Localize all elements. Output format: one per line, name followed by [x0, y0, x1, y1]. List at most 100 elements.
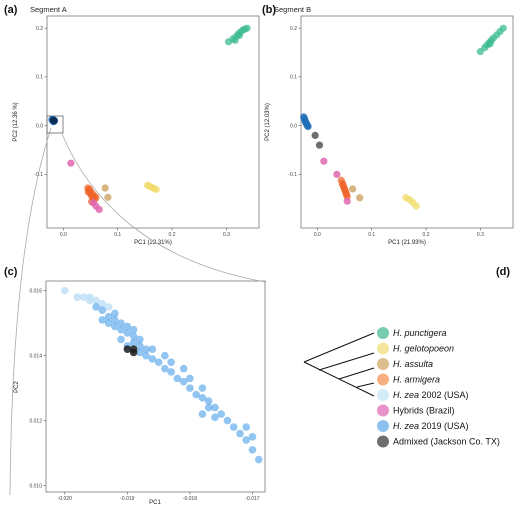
point-h-zea-2019-usa [136, 335, 144, 344]
panel-b-scatter: 0.0 0.1 0.2 0.3 -0.1 0.0 0.1 0.2 [288, 24, 507, 238]
point-admixed-jackson-co-tx [315, 141, 324, 149]
legend-swatch [377, 327, 389, 339]
point-h-zea-2002-usa [60, 286, 69, 295]
point-h-zea-2019-usa [254, 455, 263, 464]
point-h-zea-2019-usa [192, 390, 200, 399]
point-admixed-jackson-co-tx [123, 345, 132, 353]
point-h-armigera [84, 188, 92, 196]
panel-c-ytick-label: 0.016 [29, 289, 42, 295]
legend-swatch [377, 389, 389, 401]
panel-b-xtick-label: 0.3 [477, 232, 484, 238]
point-h-zea-2019-usa [129, 332, 138, 340]
legend: H. punctigera H. gelotopoeon H. assulta H. … [377, 327, 500, 448]
point-h-zea-2002-usa [104, 303, 113, 311]
point-h-zea-2019-usa [111, 322, 119, 331]
zoom-connector-left [9, 127, 52, 496]
point-h-zea-2019-usa [186, 374, 194, 383]
panel-b-title: Segment B [274, 5, 311, 14]
point-h-gelotopoeon [412, 202, 420, 210]
panel-b-letter: (b) [262, 4, 276, 16]
point-h-assulta [356, 194, 364, 202]
point-h-zea-2019-usa [104, 312, 113, 321]
point-h-zea-2019-usa [117, 319, 125, 328]
panel-a-xtick-label: 0.2 [169, 232, 176, 238]
point-h-punctigera [235, 31, 244, 40]
point-h-zea-2019-usa [104, 319, 113, 328]
panel-c-xtick-label: -0.020 [58, 496, 72, 502]
panel-a-xtick-label: 0.1 [114, 232, 121, 238]
panel-b-ytick-label: 0.2 [290, 26, 297, 32]
panel-a-ytick-label: 0.1 [36, 75, 43, 81]
panel-a-ytick-label: 0.2 [36, 26, 43, 32]
point-h-zea-2019-usa [173, 374, 182, 383]
panel-c-xlabel: PC1 [149, 500, 161, 506]
panel-c-xtick-label: -0.017 [245, 496, 259, 502]
zoom-region-box [46, 115, 64, 134]
panel-b-ylabel: PC2 (12.03%) [265, 103, 271, 141]
point-h-punctigera [243, 24, 251, 32]
point-admixed-jackson-co-tx [311, 131, 319, 140]
point-hybrids-brazil [333, 170, 341, 178]
point-h-zea-2019-usa [211, 403, 219, 412]
point-h-zea-2019-usa [136, 348, 144, 357]
point-h-zea-2019-usa [111, 316, 119, 324]
point-h-zea-2019-usa [179, 364, 188, 373]
point-h-assulta [101, 184, 109, 192]
point-hybrids-brazil [343, 197, 351, 205]
point-h-zea-2019-usa [123, 329, 132, 337]
panel-c-letter: (c) [4, 266, 18, 278]
panel-c-scatter: -0.020 -0.019 -0.018 -0.017 0.010 0.012 0.014 0… [29, 286, 263, 502]
point-h-zea-2002-usa [86, 296, 94, 305]
legend-label: H. punctigera [393, 328, 447, 338]
point-h-zea-2019-usa [198, 384, 207, 392]
legend-swatch [377, 404, 389, 417]
panel-a-scatter: 0.0 0.1 0.2 0.3 -0.1 0.0 0.1 0.2 [34, 24, 251, 238]
point-h-armigera [340, 183, 348, 192]
legend-label: H. zea 2002 (USA) [393, 390, 469, 400]
panel-b-ytick-label: 0.1 [290, 75, 297, 81]
point-h-zea-2019-usa [154, 358, 163, 366]
point-admixed-jackson-co-tx [129, 345, 138, 353]
point-h-zea-2019-usa [242, 436, 251, 444]
panel-b-xtick-label: 0.2 [423, 232, 430, 238]
panel-c-ytick-label: 0.014 [29, 353, 42, 359]
panel-b-xtick-label: 0.0 [314, 232, 321, 238]
point-h-zea-2019-usa [129, 325, 138, 334]
point-h-assulta [104, 193, 112, 201]
point-h-zea-2019-usa [167, 368, 175, 376]
point-h-zea-2019-usa [136, 342, 144, 350]
point-h-punctigera [486, 40, 494, 48]
panel-a-ytick-label: -0.1 [34, 172, 43, 178]
point-h-zea-2019-usa [242, 423, 251, 431]
point-h-gelotopoeon [145, 182, 153, 190]
panel-a-xtick-label: 0.3 [223, 232, 230, 238]
point-h-zea-2019-usa [304, 123, 312, 131]
point-h-zea-2019-usa [186, 384, 194, 392]
point-h-zea-2002-usa [98, 299, 107, 308]
panel-c-plot-area [45, 280, 266, 493]
panel-a-xlabel: PC1 (22.31%) [134, 240, 172, 246]
point-h-zea-2019-usa [142, 351, 150, 360]
point-h-zea-2019-usa [142, 345, 150, 353]
point-h-zea-2019-usa [98, 316, 107, 324]
point-h-zea-2019-usa [179, 377, 188, 386]
point-h-assulta [349, 185, 357, 193]
clade-branch-inner [356, 382, 375, 388]
legend-swatch [377, 435, 389, 448]
panel-d-letter: (d) [496, 266, 510, 278]
point-h-zea-2019-usa [204, 397, 213, 405]
point-h-zea-2019-usa [229, 423, 238, 431]
point-h-zea-2019-usa [161, 351, 169, 360]
point-h-zea-2019-usa [204, 403, 213, 412]
legend-label: H. armigera [393, 375, 440, 385]
point-h-zea-2019-usa [248, 433, 257, 441]
point-hybrids-brazil [67, 159, 75, 167]
clade-branch-assulta [338, 367, 375, 380]
point-h-zea-2019-usa [129, 338, 138, 347]
panel-a-plot-area [46, 15, 260, 229]
panel-b-xlabel: PC1 (21.93%) [388, 240, 426, 246]
point-h-zea-2019-usa [92, 303, 100, 311]
point-h-punctigera [499, 24, 507, 32]
legend-label: H. zea 2019 (USA) [393, 421, 469, 431]
panel-c-xtick-label: -0.018 [183, 496, 197, 502]
